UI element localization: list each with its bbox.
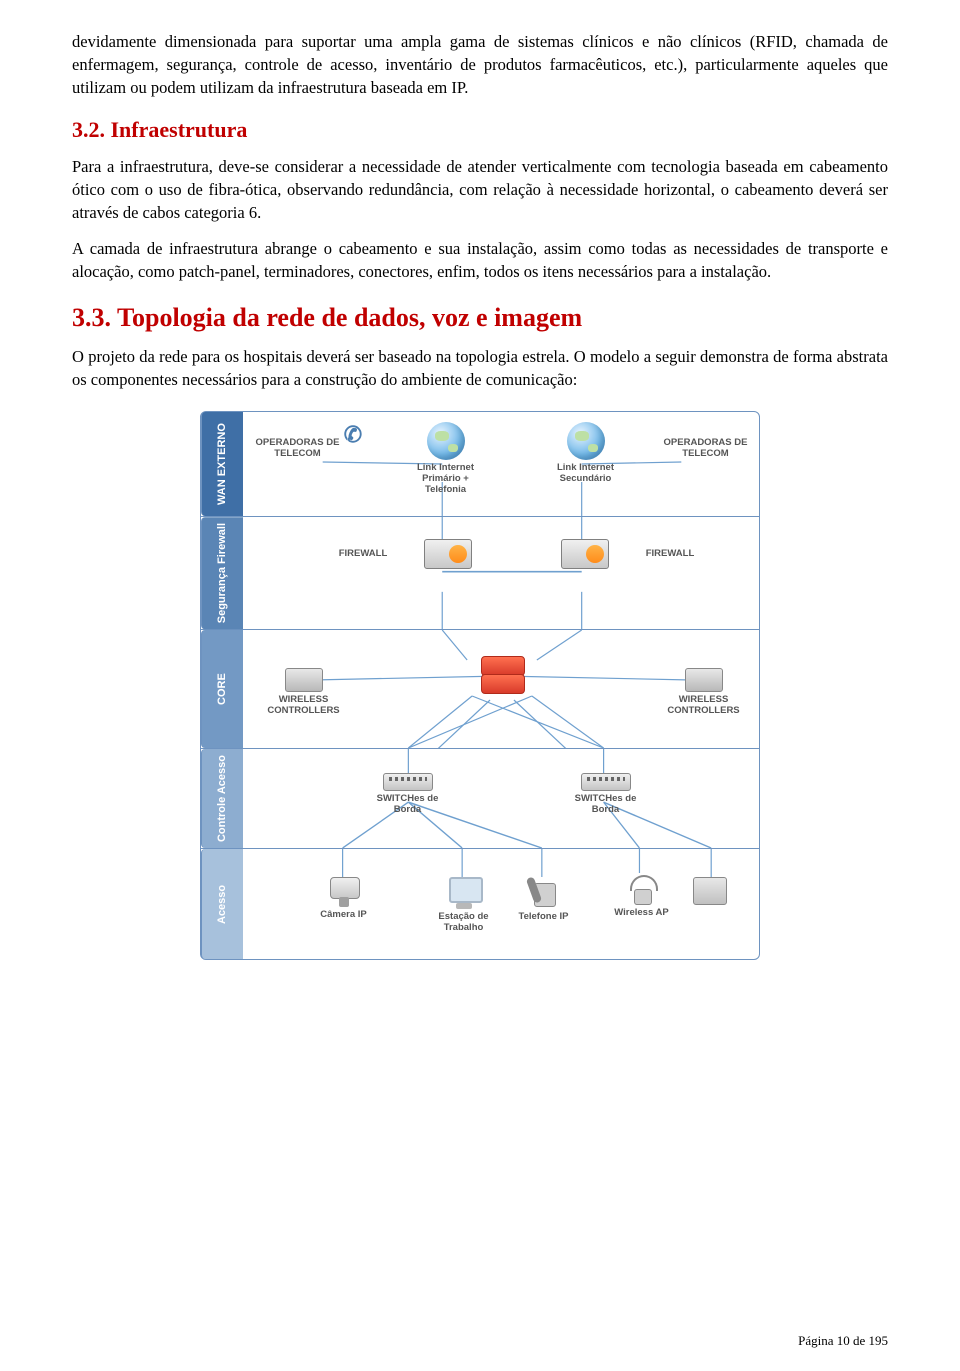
node-operadoras-2: OPERADORAS DE TELECOM bbox=[663, 438, 748, 460]
node-camera: Câmera IP bbox=[301, 877, 386, 921]
node-label: WIRELESS CONTROLLERS bbox=[667, 694, 739, 716]
diagram-layer-controle: Controle Acesso SWITCHes de Borda SWITCH… bbox=[201, 749, 759, 849]
node-link-primario: Link Internet Primário + Telefonia bbox=[403, 422, 488, 496]
node-printer bbox=[675, 877, 745, 908]
switch-icon bbox=[383, 773, 433, 791]
diagram-layer-firewall: Segurança Firewall FIREWALL FIREWALL bbox=[201, 517, 759, 630]
node-operadoras-1: OPERADORAS DE TELECOM bbox=[255, 438, 340, 460]
node-label: Wireless AP bbox=[614, 907, 668, 918]
node-label: SWITCHes de Borda bbox=[377, 793, 439, 815]
topology-diagram: WAN EXTERNO OPERADORAS DE TELECOM ✆ Link… bbox=[200, 411, 760, 960]
page-footer: Página 10 de 195 bbox=[798, 1333, 888, 1349]
node-workstation: Estação de Trabalho bbox=[421, 877, 506, 934]
body-paragraph: Para a infraestrutura, deve-se considera… bbox=[72, 155, 888, 224]
ip-phone-icon bbox=[530, 877, 558, 909]
node-firewall-2 bbox=[555, 539, 615, 572]
camera-icon bbox=[327, 877, 361, 907]
globe-icon bbox=[567, 422, 605, 460]
router-stack-icon bbox=[481, 656, 525, 694]
node-link-secundario: Link Internet Secundário bbox=[543, 422, 628, 485]
layer-label-core: CORE bbox=[201, 630, 243, 748]
heading-3-2: 3.2. Infraestrutura bbox=[72, 117, 888, 143]
firewall-icon bbox=[424, 539, 472, 569]
node-label: Câmera IP bbox=[320, 909, 366, 920]
workstation-icon bbox=[446, 877, 482, 909]
node-label: SWITCHes de Borda bbox=[575, 793, 637, 815]
layer-label-firewall: Segurança Firewall bbox=[201, 517, 243, 629]
node-label: Link Internet Primário + Telefonia bbox=[417, 462, 474, 495]
layer-label-wan: WAN EXTERNO bbox=[201, 412, 243, 516]
body-paragraph: devidamente dimensionada para suportar u… bbox=[72, 30, 888, 99]
node-label: Link Internet Secundário bbox=[557, 462, 614, 484]
node-switch-2: SWITCHes de Borda bbox=[563, 773, 648, 816]
wireless-ap-icon bbox=[626, 873, 658, 905]
node-firewall-label-1: FIREWALL bbox=[328, 549, 398, 560]
wireless-controller-icon bbox=[685, 668, 723, 692]
node-label: WIRELESS CONTROLLERS bbox=[267, 694, 339, 716]
node-wireless-controller-1: WIRELESS CONTROLLERS bbox=[261, 668, 346, 717]
layer-label-controle: Controle Acesso bbox=[201, 749, 243, 848]
node-wireless-controller-2: WIRELESS CONTROLLERS bbox=[661, 668, 746, 717]
node-switch-1: SWITCHes de Borda bbox=[365, 773, 450, 816]
node-firewall-1 bbox=[418, 539, 478, 572]
node-phone: Telefone IP bbox=[501, 877, 586, 923]
node-label: Telefone IP bbox=[519, 911, 569, 922]
wireless-controller-icon bbox=[285, 668, 323, 692]
body-paragraph: O projeto da rede para os hospitais deve… bbox=[72, 345, 888, 391]
heading-3-3: 3.3. Topologia da rede de dados, voz e i… bbox=[72, 303, 888, 333]
phone-icon: ✆ bbox=[333, 422, 373, 447]
firewall-icon bbox=[561, 539, 609, 569]
node-ap: Wireless AP bbox=[599, 873, 684, 919]
body-paragraph: A camada de infraestrutura abrange o cab… bbox=[72, 237, 888, 283]
node-core-router bbox=[461, 656, 545, 697]
diagram-layer-wan: WAN EXTERNO OPERADORAS DE TELECOM ✆ Link… bbox=[201, 412, 759, 517]
globe-icon bbox=[427, 422, 465, 460]
diagram-layer-acesso: Acesso Câmera IP Estação de Trabalho Tel… bbox=[201, 849, 759, 959]
layer-label-acesso: Acesso bbox=[201, 849, 243, 959]
switch-icon bbox=[581, 773, 631, 791]
node-firewall-label-2: FIREWALL bbox=[635, 549, 705, 560]
diagram-layer-core: CORE WIRELESS CONTROLLERS bbox=[201, 630, 759, 749]
node-label: Estação de Trabalho bbox=[438, 911, 488, 933]
printer-icon bbox=[693, 877, 727, 905]
